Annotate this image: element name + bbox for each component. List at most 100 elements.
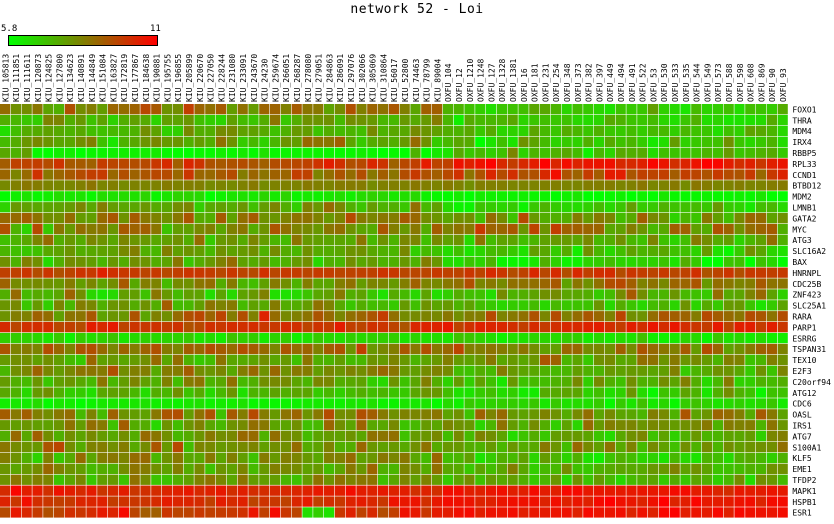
column-label: OXFU_53 <box>649 68 658 102</box>
heatmap-cell <box>399 420 410 431</box>
heatmap-cell <box>475 311 486 322</box>
heatmap-cell <box>248 420 259 431</box>
heatmap-cell <box>453 202 464 213</box>
heatmap-cell <box>248 463 259 474</box>
heatmap-cell <box>21 507 32 518</box>
heatmap-cell <box>345 398 356 409</box>
heatmap-cell <box>162 452 173 464</box>
heatmap-cell <box>140 322 151 333</box>
heatmap-cell <box>140 267 151 278</box>
heatmap-cell <box>594 267 605 278</box>
heatmap-cell <box>734 322 745 333</box>
heatmap-cell <box>302 463 313 474</box>
heatmap-cell <box>464 104 475 115</box>
heatmap-cell <box>345 147 356 158</box>
heatmap-cell <box>594 104 605 115</box>
heatmap-cell <box>691 376 702 387</box>
column-label: OXFU_1210 <box>466 58 475 102</box>
heatmap-cell <box>0 343 11 355</box>
heatmap-cell <box>356 114 367 126</box>
heatmap-cell <box>529 431 540 442</box>
heatmap-cell <box>226 191 237 202</box>
heatmap-cell <box>356 278 367 289</box>
heatmap-cell <box>540 507 551 518</box>
heatmap-cell <box>572 365 583 376</box>
heatmap-cell <box>702 114 713 126</box>
heatmap-cell <box>518 409 529 420</box>
column-label: OXFU_608 <box>747 63 756 102</box>
heatmap-cell <box>334 398 345 409</box>
heatmap-cell <box>561 125 572 137</box>
heatmap-cell <box>140 300 151 311</box>
heatmap-cell <box>496 169 507 180</box>
heatmap-cell <box>594 441 605 453</box>
heatmap-cell <box>367 398 378 409</box>
heatmap-cell <box>129 343 140 355</box>
heatmap-cell <box>183 267 194 278</box>
heatmap-cell <box>572 343 583 355</box>
heatmap-cell <box>270 365 281 376</box>
heatmap-cell <box>507 180 518 191</box>
heatmap-cell <box>43 125 54 137</box>
heatmap-cell <box>777 409 788 420</box>
heatmap-cell <box>680 125 691 137</box>
heatmap-cell <box>669 441 680 453</box>
heatmap-cell <box>421 136 432 147</box>
heatmap-cell <box>572 114 583 126</box>
heatmap-cell <box>658 114 669 126</box>
heatmap-cell <box>540 496 551 507</box>
heatmap-cell <box>86 332 97 344</box>
heatmap-cell <box>723 485 734 496</box>
heatmap-cell <box>680 387 691 398</box>
heatmap-cell <box>356 474 367 485</box>
heatmap-cell <box>626 322 637 333</box>
heatmap-cell <box>615 234 626 246</box>
heatmap-cell <box>604 202 615 213</box>
heatmap-cell <box>129 311 140 322</box>
heatmap-cell <box>43 463 54 474</box>
heatmap-cell <box>43 398 54 409</box>
heatmap-cell <box>550 278 561 289</box>
heatmap-cell <box>378 311 389 322</box>
column-label: KIU_278080 <box>304 54 313 102</box>
heatmap-cell <box>129 474 140 485</box>
heatmap-cell <box>702 463 713 474</box>
heatmap-cell <box>540 104 551 115</box>
heatmap-cell <box>648 300 659 311</box>
heatmap-cell <box>43 136 54 147</box>
heatmap-cell <box>129 104 140 115</box>
heatmap-cell <box>529 278 540 289</box>
heatmap-cell <box>324 158 335 169</box>
heatmap-cell <box>140 354 151 365</box>
heatmap-cell <box>777 387 788 398</box>
heatmap-cell <box>583 431 594 442</box>
heatmap-cell <box>183 234 194 246</box>
heatmap-cell <box>259 180 270 191</box>
heatmap-cell <box>259 278 270 289</box>
heatmap-cell <box>75 147 86 158</box>
heatmap-cell <box>766 147 777 158</box>
heatmap-cell <box>723 245 734 256</box>
heatmap-cell <box>529 398 540 409</box>
heatmap-cell <box>64 114 75 126</box>
heatmap-cell <box>291 223 302 235</box>
heatmap-cell <box>10 256 21 267</box>
heatmap-cell <box>496 267 507 278</box>
heatmap-cell <box>626 180 637 191</box>
heatmap-cell <box>194 147 205 158</box>
heatmap-cell <box>594 147 605 158</box>
heatmap-cell <box>302 202 313 213</box>
heatmap-cell <box>669 409 680 420</box>
heatmap-cell <box>756 267 767 278</box>
heatmap-cell <box>637 234 648 246</box>
heatmap-cell <box>507 485 518 496</box>
heatmap-cell <box>205 463 216 474</box>
heatmap-cell <box>518 202 529 213</box>
column-label: OXFU_494 <box>617 63 626 102</box>
heatmap-cell <box>140 223 151 235</box>
heatmap-cell <box>172 463 183 474</box>
heatmap-cell <box>453 245 464 256</box>
heatmap-cell <box>270 202 281 213</box>
column-label: OXFU_1328 <box>498 58 507 102</box>
heatmap-cell <box>86 147 97 158</box>
